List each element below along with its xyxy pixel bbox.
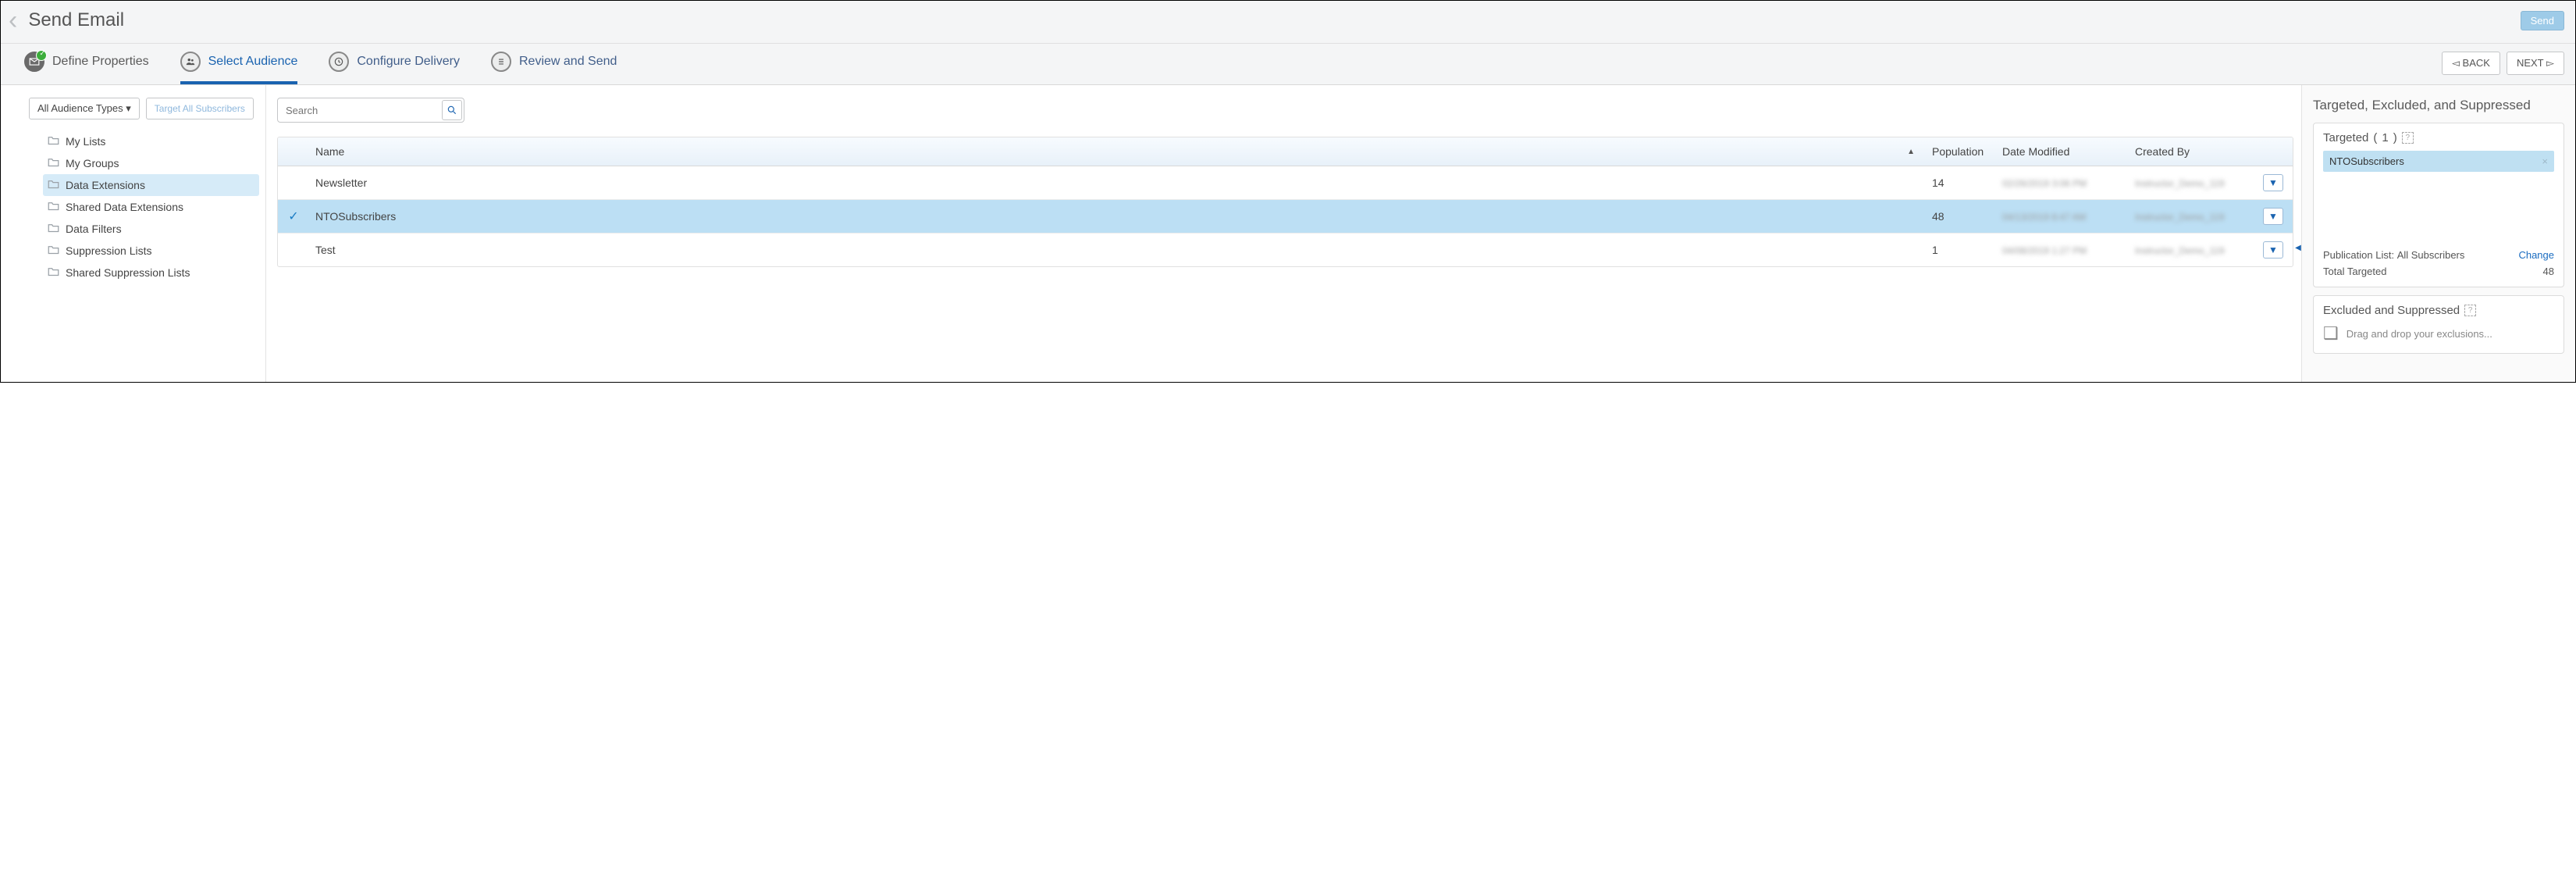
publication-list-label: Publication List: <box>2323 249 2394 261</box>
cell-date-modified: 04/13/2019 8:47 AM <box>2002 212 2086 223</box>
folder-item[interactable]: My Groups <box>43 152 259 174</box>
step-label: Review and Send <box>519 55 617 69</box>
cell-name: Newsletter <box>309 169 1926 197</box>
help-icon[interactable]: ? <box>2402 132 2414 144</box>
folder-icon <box>48 244 59 257</box>
column-population[interactable]: Population <box>1926 137 1996 166</box>
cell-population: 1 <box>1926 236 1996 264</box>
envelope-icon <box>24 52 44 72</box>
back-chevron-icon[interactable]: ‹ <box>9 7 17 34</box>
total-targeted-label: Total Targeted <box>2323 266 2386 277</box>
folder-label: My Groups <box>66 157 119 169</box>
cell-name: Test <box>309 236 1926 264</box>
list-icon <box>491 52 511 72</box>
folder-icon <box>48 223 59 235</box>
folder-icon <box>48 201 59 213</box>
step-label: Configure Delivery <box>357 55 460 69</box>
row-action-dropdown[interactable]: ▼ <box>2263 241 2283 259</box>
excluded-heading: Excluded and Suppressed ? <box>2323 304 2554 317</box>
step-label: Select Audience <box>208 55 298 69</box>
row-action-dropdown[interactable]: ▼ <box>2263 174 2283 191</box>
step-configure-delivery[interactable]: Configure Delivery <box>329 52 460 84</box>
back-button[interactable]: ◅ BACK <box>2442 52 2500 75</box>
targeted-chip[interactable]: NTOSubscribers × <box>2323 151 2554 172</box>
page-title: Send Email <box>28 9 2520 31</box>
publication-list-value: All Subscribers <box>2397 249 2465 261</box>
target-all-subscribers-button[interactable]: Target All Subscribers <box>146 98 254 119</box>
table-row[interactable]: ✓ NTOSubscribers48 04/13/2019 8:47 AM Instr… <box>278 200 2293 234</box>
table-row[interactable]: Test1 04/08/2019 1:27 PM Instructor_Demo_1… <box>278 234 2293 266</box>
check-icon: ✓ <box>288 209 298 224</box>
folder-label: Shared Data Extensions <box>66 201 183 213</box>
remove-chip-icon[interactable]: × <box>2542 155 2548 167</box>
folder-item[interactable]: Shared Suppression Lists <box>43 262 259 283</box>
search-input[interactable] <box>286 101 442 120</box>
help-icon[interactable]: ? <box>2464 305 2476 316</box>
targeted-dropzone[interactable]: NTOSubscribers × <box>2323 151 2554 244</box>
total-targeted-value: 48 <box>2543 266 2554 277</box>
targeted-heading: Targeted (1) ? <box>2323 131 2554 144</box>
stack-icon: ❑ <box>2323 323 2339 344</box>
panel-collapse-icon[interactable]: ◀ <box>2294 234 2302 262</box>
wizard-steps: Define Properties Select Audience Config… <box>1 44 2575 85</box>
folder-item[interactable]: Data Filters <box>43 218 259 240</box>
sort-asc-icon: ▲ <box>1907 148 1915 156</box>
excluded-placeholder-text: Drag and drop your exclusions... <box>2347 328 2492 340</box>
row-action-dropdown[interactable]: ▼ <box>2263 208 2283 225</box>
search-icon[interactable] <box>442 100 462 120</box>
cell-created-by: Instructor_Demo_119 <box>2135 212 2225 223</box>
folder-icon <box>48 157 59 169</box>
step-review-send[interactable]: Review and Send <box>491 52 617 84</box>
folder-item[interactable]: Data Extensions <box>43 174 259 196</box>
cell-name: NTOSubscribers <box>309 202 1926 230</box>
change-publication-list-link[interactable]: Change <box>2518 249 2554 261</box>
column-date-modified[interactable]: Date Modified <box>1996 137 2129 166</box>
folder-item[interactable]: Shared Data Extensions <box>43 196 259 218</box>
step-label: Define Properties <box>52 55 149 69</box>
folder-icon <box>48 135 59 148</box>
folder-label: Suppression Lists <box>66 244 152 257</box>
folder-icon <box>48 179 59 191</box>
send-button[interactable]: Send <box>2521 11 2564 30</box>
right-panel-title: Targeted, Excluded, and Suppressed <box>2313 98 2564 113</box>
folder-label: Data Filters <box>66 223 122 235</box>
column-name[interactable]: Name▲ <box>309 137 1926 166</box>
chip-label: NTOSubscribers <box>2329 155 2404 167</box>
folder-item[interactable]: Suppression Lists <box>43 240 259 262</box>
folder-label: Data Extensions <box>66 179 145 191</box>
folder-item[interactable]: My Lists <box>43 130 259 152</box>
folder-icon <box>48 266 59 279</box>
step-select-audience[interactable]: Select Audience <box>180 52 298 84</box>
clock-icon <box>329 52 349 72</box>
people-icon <box>180 52 201 72</box>
column-created-by[interactable]: Created By <box>2129 137 2254 166</box>
cell-date-modified: 02/26/2019 3:06 PM <box>2002 178 2087 189</box>
table-row[interactable]: Newsletter14 02/26/2019 3:06 PM Instructor… <box>278 166 2293 200</box>
cell-date-modified: 04/08/2019 1:27 PM <box>2002 245 2087 256</box>
folder-tree: My Lists My Groups Data Extensions Shared D… <box>43 130 259 283</box>
cell-created-by: Instructor_Demo_119 <box>2135 178 2225 189</box>
audience-type-dropdown[interactable]: All Audience Types ▾ <box>29 98 140 119</box>
next-button[interactable]: NEXT ▻ <box>2507 52 2564 75</box>
folder-label: My Lists <box>66 135 105 148</box>
folder-label: Shared Suppression Lists <box>66 266 190 279</box>
cell-created-by: Instructor_Demo_119 <box>2135 245 2225 256</box>
data-grid: Name▲ Population Date Modified Created B… <box>277 137 2293 267</box>
excluded-dropzone[interactable]: ❑ Drag and drop your exclusions... <box>2323 323 2554 344</box>
step-define-properties[interactable]: Define Properties <box>24 52 149 84</box>
cell-population: 14 <box>1926 169 1996 197</box>
cell-population: 48 <box>1926 202 1996 230</box>
